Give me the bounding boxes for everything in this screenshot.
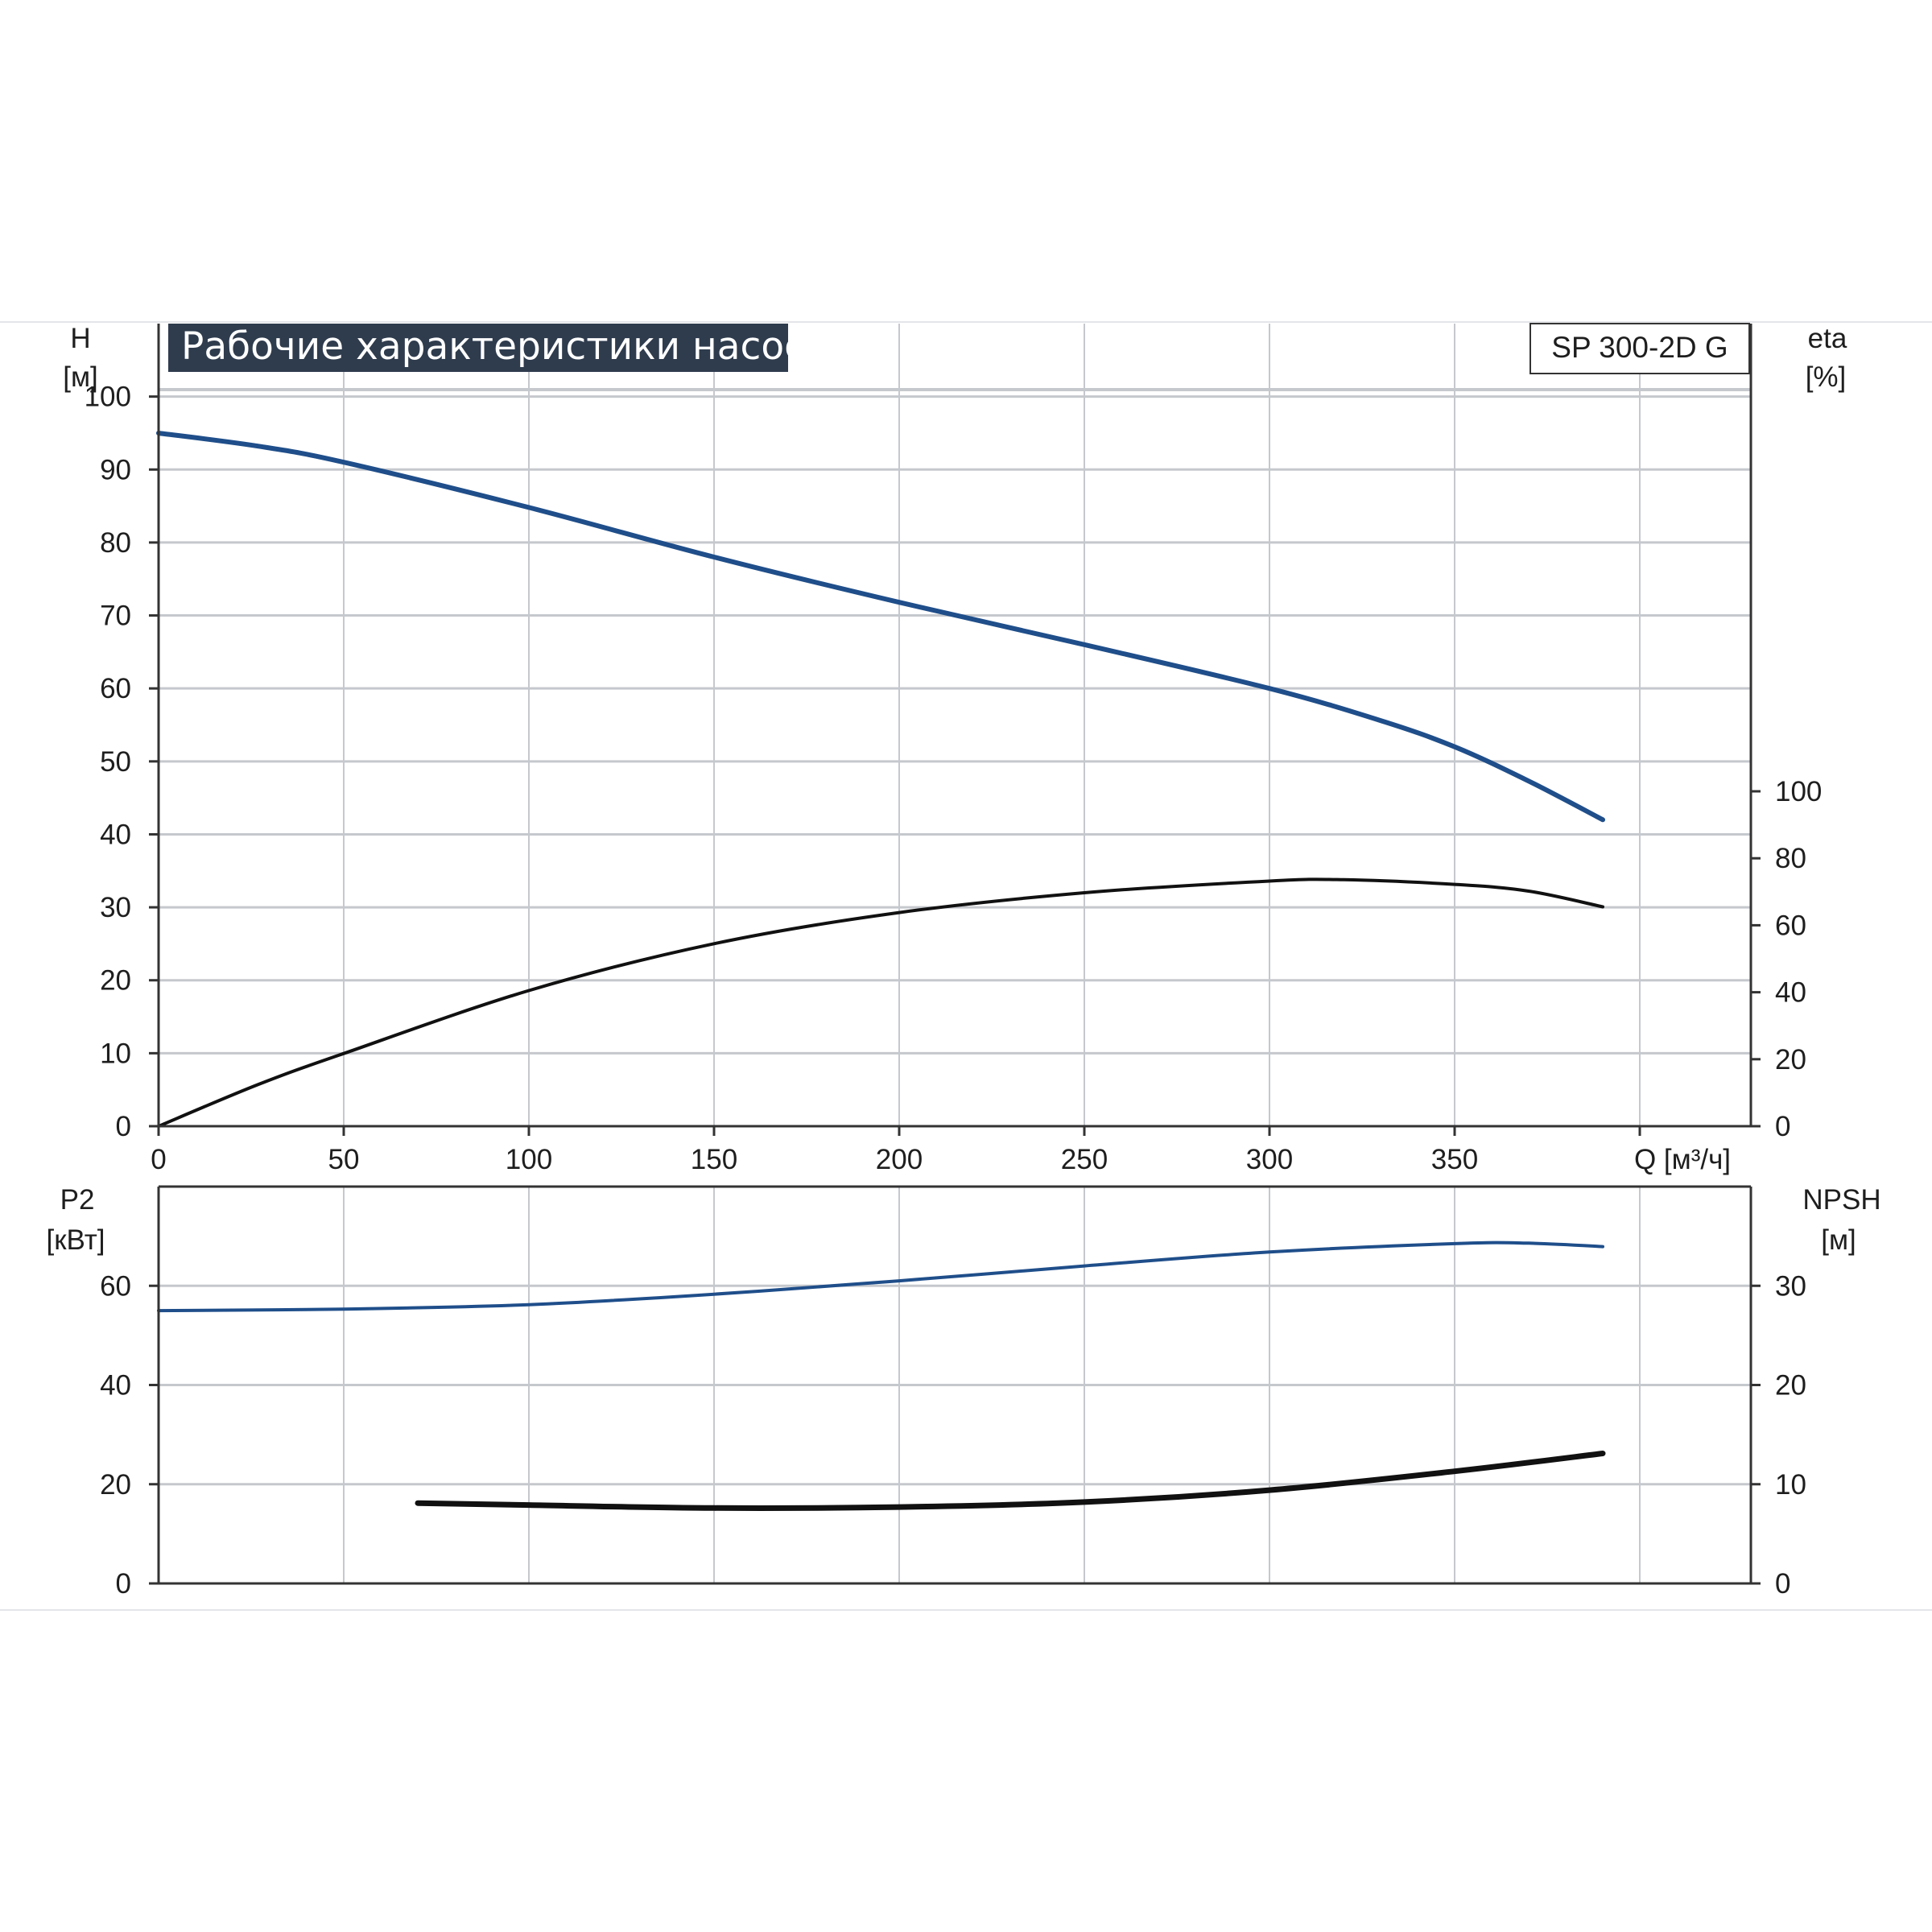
series-power-curve: [157, 1241, 1604, 1313]
tick-label-y-right: 0: [1775, 1111, 1790, 1142]
tick-label-y-left: 90: [100, 454, 131, 485]
tick-label-y-right: 20: [1775, 1370, 1806, 1402]
tick-label-y-right: 20: [1775, 1044, 1806, 1075]
chart-title: Рабочие характеристики насоса: [181, 324, 828, 369]
series-efficiency-curve: [157, 877, 1604, 1128]
tick-label-y-right: 60: [1775, 910, 1806, 941]
tick-label-x: 100: [506, 1144, 552, 1175]
model-label-box: [1530, 323, 1750, 374]
y2-axis-label-npsh: NPSH: [1802, 1184, 1880, 1216]
lower-series: [157, 1241, 1606, 1511]
series-head-curve: [156, 431, 1605, 823]
tick-label-y-right: 30: [1775, 1270, 1806, 1302]
upper-plot: 0 10 20 30 40 50 60 70 80 90 100 0 20 40 60 80 100 0 50 100…: [63, 323, 1847, 1175]
tick-label-y-left: 50: [100, 746, 131, 778]
tick-label-y-left: 60: [100, 1270, 131, 1302]
tick-label-x: 250: [1061, 1144, 1108, 1175]
y2-axis-unit-eta: [%]: [1806, 361, 1847, 393]
tick-label-x: 200: [876, 1144, 923, 1175]
lower-grid: [159, 1187, 1751, 1583]
y-axis-unit-p2: [кВт]: [47, 1224, 105, 1256]
upper-series: [156, 431, 1605, 1128]
tick-label-y-left: 60: [100, 673, 131, 704]
upper-tick-labels: 0 10 20 30 40 50 60 70 80 90 100 0 20 40 60 80 100 0 50 100…: [85, 382, 1823, 1175]
tick-label-y-right: 0: [1775, 1568, 1790, 1600]
tick-label-y-left: 20: [100, 965, 131, 997]
tick-label-y-left: 10: [100, 1038, 131, 1069]
chart-title-background: [168, 324, 788, 372]
tick-label-y-right: 100: [1775, 776, 1822, 807]
y2-axis-unit-npsh: [м]: [1821, 1224, 1856, 1256]
y2-axis-label-eta: eta: [1808, 323, 1847, 354]
tick-label-y-left: 0: [116, 1568, 131, 1600]
upper-grid: [159, 324, 1751, 1126]
y-axis-label-head: H: [70, 323, 90, 354]
tick-label-y-left: 30: [100, 892, 131, 923]
tick-label-y-left: 40: [100, 819, 131, 850]
y-axis-label-p2: P2: [60, 1184, 95, 1216]
lower-axes: [149, 1185, 1761, 1585]
tick-label-y-right: 10: [1775, 1469, 1806, 1501]
tick-label-x: 0: [151, 1144, 166, 1175]
x-axis-label-flow: Q [м³/ч]: [1634, 1144, 1731, 1175]
lower-tick-labels: 0 20 40 60 0 10 20 30: [100, 1270, 1806, 1600]
lower-plot: 0 20 40 60 0 10 20 30 P2 [кВт] NPSH [м]: [47, 1184, 1881, 1600]
tick-label-y-left: 100: [85, 382, 131, 413]
tick-label-y-left: 40: [100, 1370, 131, 1402]
tick-label-y-left: 0: [116, 1111, 131, 1142]
model-label: SP 300-2D G: [1551, 331, 1728, 364]
y-axis-unit-head: [м]: [63, 361, 98, 393]
series-npsh-curve: [415, 1451, 1606, 1511]
tick-label-y-left: 20: [100, 1469, 131, 1501]
tick-label-x: 150: [691, 1144, 737, 1175]
tick-label-x: 50: [328, 1144, 360, 1175]
upper-axes: [149, 324, 1761, 1136]
tick-label-x: 350: [1431, 1144, 1478, 1175]
tick-label-y-right: 80: [1775, 843, 1806, 874]
tick-label-x: 300: [1246, 1144, 1293, 1175]
tick-label-y-left: 70: [100, 601, 131, 632]
tick-label-y-left: 80: [100, 527, 131, 559]
tick-label-y-right: 40: [1775, 977, 1806, 1009]
